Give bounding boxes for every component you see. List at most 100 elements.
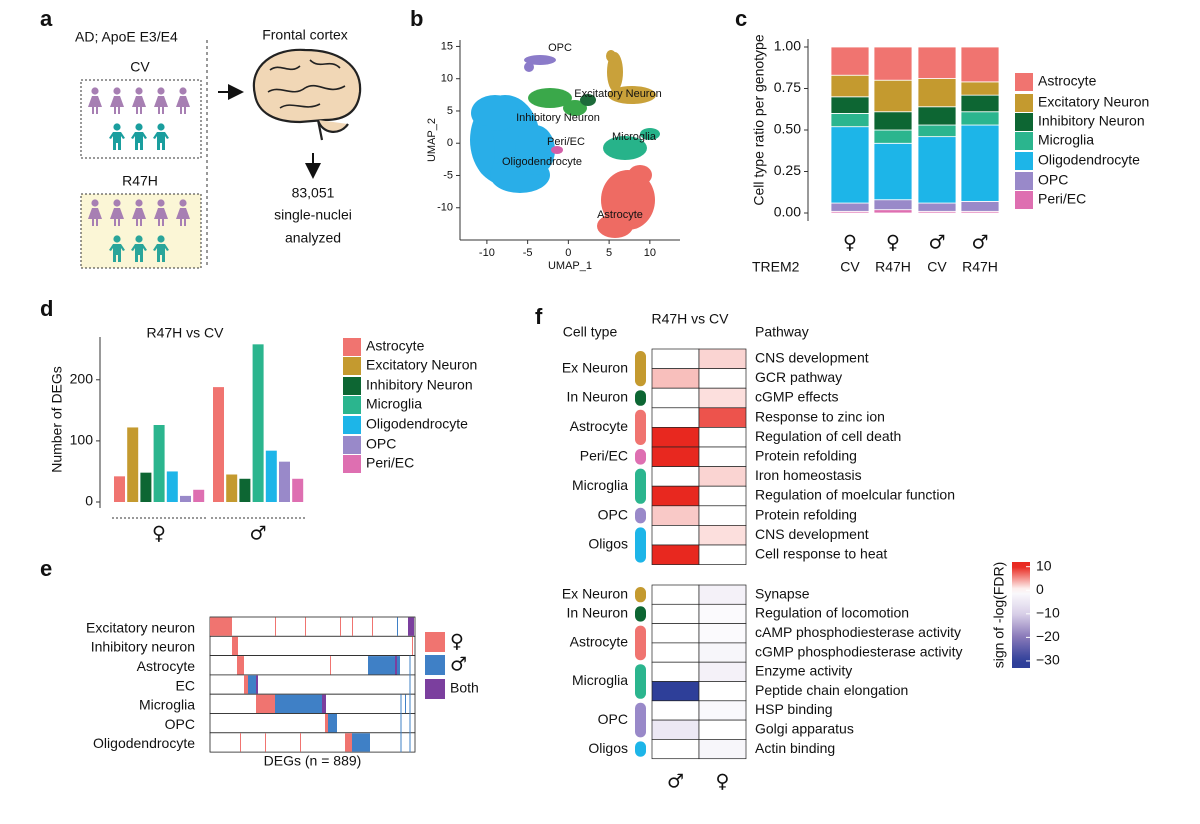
heat-cell <box>651 603 700 624</box>
brain-stem <box>316 119 324 141</box>
person-body <box>88 96 102 114</box>
legend-swatch <box>1015 132 1033 150</box>
pathway-label: Synapse <box>755 585 810 601</box>
x-tick-label: ♂ <box>971 232 988 254</box>
legend-swatch <box>1015 172 1033 190</box>
deg-segment <box>405 694 406 713</box>
panel-label: d <box>40 296 53 321</box>
x-tick-label: ♂ <box>249 523 266 545</box>
pathway-label: cGMP effects <box>755 389 839 405</box>
heat-cell <box>651 485 700 507</box>
cell-type-pill <box>635 625 646 661</box>
pathway-label: CNS development <box>755 350 869 366</box>
colorbar-title: sign of -log(FDR) <box>991 562 1007 669</box>
cell-type-label: Oligos <box>588 536 628 552</box>
bar-segment <box>830 74 870 98</box>
person-head <box>91 87 99 95</box>
person-body <box>131 244 147 262</box>
legend-label: Excitatory Neuron <box>1038 94 1149 110</box>
legend-swatch <box>425 655 445 675</box>
cell-type-pill <box>635 449 646 465</box>
row-label: Excitatory neuron <box>86 619 195 635</box>
cell-type-pill <box>635 351 646 387</box>
legend-label: Excitatory Neuron <box>366 357 477 373</box>
cluster-cloud <box>580 94 596 106</box>
person-icon <box>153 123 169 150</box>
deg-segment <box>210 617 232 636</box>
bar <box>239 478 251 502</box>
legend-label: Peri/EC <box>366 455 414 471</box>
heat-cell <box>698 505 747 526</box>
bar-segment <box>960 81 1000 96</box>
bar-segment <box>830 96 870 114</box>
cell-type-pill <box>635 468 646 504</box>
heat-cell <box>698 719 747 740</box>
x-tick-label: ♀ <box>843 232 857 254</box>
pathway-label: Response to zinc ion <box>755 408 885 424</box>
legend-label: ♂ <box>450 654 467 676</box>
bar <box>213 387 224 502</box>
legend-swatch <box>343 416 361 434</box>
pathway-label: Golgi apparatus <box>755 720 854 736</box>
heat-cell <box>651 681 700 702</box>
y-tick-label: -10 <box>437 202 453 214</box>
y-tick-label: 0 <box>447 137 453 149</box>
heat-cell <box>698 407 747 428</box>
legend-label: Astrocyte <box>1038 73 1097 89</box>
x-tick-label: 10 <box>644 247 656 259</box>
cell-type-pill <box>635 527 646 563</box>
colorbar-tick-label: 0 <box>1036 581 1044 597</box>
legend-label: Both <box>450 680 479 696</box>
bar-segment <box>830 46 870 76</box>
region-label: Frontal cortex <box>262 27 348 43</box>
row-label: Astrocyte <box>137 658 196 674</box>
group-label: CV <box>130 59 150 75</box>
cell-type-label: In Neuron <box>567 605 628 621</box>
bar-segment <box>830 126 870 204</box>
person-head <box>113 199 121 207</box>
x-tick-label: -5 <box>523 247 533 259</box>
bar-segment <box>960 94 1000 113</box>
y-tick-label: 0 <box>85 493 93 509</box>
pathway-label: cAMP phosphodiesterase activity <box>755 624 961 640</box>
x-tick-label: ♂ <box>928 232 945 254</box>
cell-type-label: Microglia <box>572 477 628 493</box>
cluster-label: Peri/EC <box>547 136 585 148</box>
person-body <box>88 208 102 226</box>
bar <box>166 471 178 502</box>
chart-title: R47H vs CV <box>146 325 224 341</box>
bar <box>114 476 125 502</box>
legend-label: OPC <box>1038 172 1068 188</box>
cluster-cloud <box>603 136 647 160</box>
pathway-label: Enzyme activity <box>755 663 852 679</box>
x-tick-label: R47H <box>875 259 911 275</box>
pathway-label: Regulation of cell death <box>755 428 901 444</box>
cell-type-pill <box>635 507 646 524</box>
person-head <box>91 199 99 207</box>
deg-segment <box>330 656 331 675</box>
legend-swatch <box>343 455 361 473</box>
bar-segment <box>960 111 1000 126</box>
colorbar <box>1012 562 1030 668</box>
person-head <box>135 235 143 243</box>
heat-cell <box>651 719 700 740</box>
legend-swatch <box>343 396 361 414</box>
cell-type-label: Astrocyte <box>570 418 629 434</box>
heat-cell <box>651 466 700 487</box>
deg-segment <box>395 656 397 675</box>
cell-type-label: Ex Neuron <box>562 359 628 375</box>
deg-segment <box>256 694 275 713</box>
deg-segment <box>240 733 241 752</box>
deg-segment <box>300 733 301 752</box>
deg-segment <box>322 694 326 713</box>
person-head <box>113 235 121 243</box>
heat-cell <box>698 661 747 682</box>
heat-cell <box>651 387 700 409</box>
heat-cell <box>698 387 747 409</box>
bar <box>252 344 264 502</box>
pathway-label: Cell response to heat <box>755 546 887 562</box>
legend-label: Microglia <box>1038 132 1094 148</box>
heat-cell <box>698 368 747 389</box>
x-tick-label: R47H <box>962 259 998 275</box>
